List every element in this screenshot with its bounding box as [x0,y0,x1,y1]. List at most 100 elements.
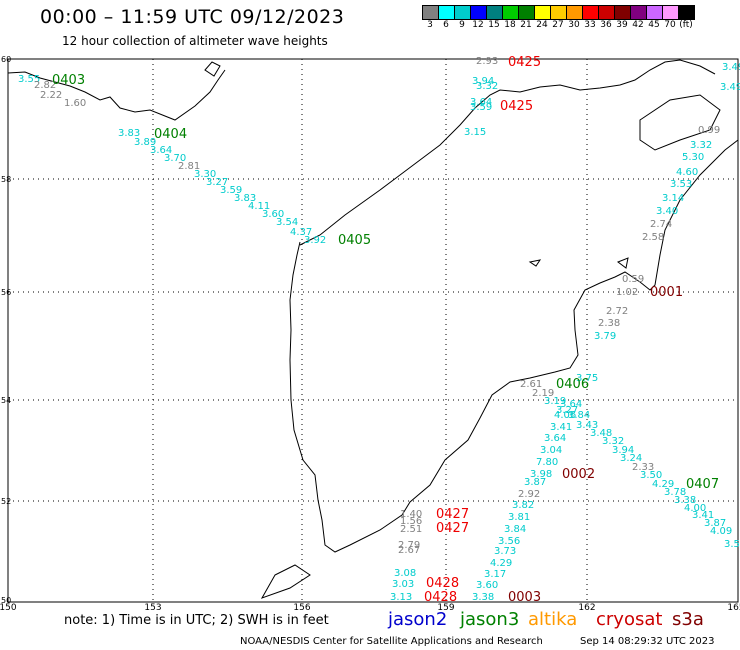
orbit-pass-label: 0425 [500,99,533,114]
wave-height-value: 3.56 [498,536,520,547]
wave-height-value: 3.75 [576,373,598,384]
wave-height-value: 4.00 [684,503,706,514]
orbit-pass-label: 0428 [426,576,459,591]
legend-s3a: s3a [672,609,704,630]
lon-tick-label: 162 [578,603,595,610]
legend-jason3: jason3 [460,609,520,630]
orbit-pass-label: 0404 [154,127,187,142]
wave-height-value: 0.99 [698,125,720,136]
island-small-2 [528,259,542,267]
wave-height-value: 3.27 [556,405,578,416]
color-swatch [678,5,695,20]
color-scale-label: 21 [520,20,532,30]
wave-height-value: 0.59 [622,274,644,285]
coastline-okhotsk-north [299,59,716,246]
color-scale-label: 9 [459,20,465,30]
wave-height-value: 3.04 [540,445,562,456]
footer-credit: NOAA/NESDIS Center for Satellite Applica… [240,636,543,647]
wave-height-value: 3.48 [590,428,612,439]
wave-height-value: 3.08 [394,568,416,579]
wave-height-value: 2.82 [34,80,56,91]
wave-height-value: 2.92 [518,489,540,500]
lat-tick-label: 56 [1,288,11,297]
coastline-kamchatka [289,139,739,553]
coastline [7,59,739,599]
color-scale-label: 30 [568,20,580,30]
wave-height-value: 3.83 [118,128,140,139]
wave-height-value: 4.11 [248,201,270,212]
island-kurile [260,564,311,599]
wave-height-value: 3.64 [470,97,492,108]
wave-height-value: 2.51 [400,524,422,535]
wave-height-value: 3.38 [472,592,494,603]
wave-height-value: 3.73 [494,546,516,557]
lat-tick-label: 50 [1,596,11,605]
wave-height-value: 3.49 [720,82,740,93]
map-frame [7,58,739,603]
wave-height-value: 3.83 [234,193,256,204]
orbit-pass-label: 0428 [424,590,457,605]
wave-height-values: 3.552.822.221.603.833.893.643.702.813.30… [18,56,740,603]
page-subtitle: 12 hour collection of altimeter wave hei… [62,34,328,48]
wave-height-value: 3.27 [206,177,228,188]
wave-height-value: 3.59 [470,102,492,113]
wave-height-value: 3.43 [576,420,598,431]
color-scale-label: 18 [504,20,516,30]
wave-height-value: 3.98 [530,469,552,480]
wave-height-value: 2.93 [476,56,498,67]
wave-height-value: 3.84 [568,410,590,421]
legend-cryosat: cryosat [596,609,663,630]
wave-height-value: 3.70 [164,153,186,164]
wave-height-value: 5.30 [682,152,704,163]
orbit-pass-label: 0403 [52,73,85,88]
wave-height-value: 3.92 [304,235,326,246]
orbit-pass-label: 0405 [338,233,371,248]
wave-height-value: 3.41 [550,422,572,433]
wave-height-value: 2.38 [598,318,620,329]
wave-height-value: 3.30 [194,169,216,180]
lat-tick-label: 52 [1,497,11,506]
lon-tick-label: 159 [437,603,454,610]
wave-height-value: 1.60 [64,98,86,109]
wave-height-value: 3.15 [464,127,486,138]
wave-height-value: 3.53 [670,179,692,190]
island-small-1 [616,257,629,269]
wave-height-value: 3.40 [656,206,678,217]
wave-height-value: 3.13 [390,592,412,603]
map-grid [8,59,738,602]
color-scale-label: 36 [600,20,612,30]
altimeter-map: 605856545250150153156159162165 3.552.822… [0,55,740,610]
wave-height-value: 3.41 [692,510,714,521]
color-scale-label: 45 [648,20,660,30]
color-scale-label: 27 [552,20,564,30]
wave-height-value: 3.59 [220,185,242,196]
color-scale-label: 12 [472,20,484,30]
lon-tick-label: 165 [727,603,740,610]
wave-height-value: 4.29 [652,479,674,490]
footer-timestamp: Sep 14 08:29:32 UTC 2023 [580,636,715,647]
land-kamchatka-east [639,94,721,151]
orbit-pass-label: 0002 [562,467,595,482]
wave-height-value: 4.60 [676,167,698,178]
color-scale-label: 3 [427,20,433,30]
wave-height-value: 7.80 [536,457,558,468]
wave-height-value: 3.32 [602,436,624,447]
wave-height-value: 3.17 [484,569,506,580]
wave-height-value: 2.33 [632,462,654,473]
wave-height-value: 3.64 [150,145,172,156]
orbit-pass-label: 0406 [556,377,589,392]
wave-height-value: 2.67 [398,545,420,556]
color-scale-label: (ft) [679,20,693,30]
lon-tick-label: 156 [293,603,310,610]
lon-tick-label: 153 [144,603,161,610]
wave-height-value: 3.32 [690,140,712,151]
orbit-pass-label: 0427 [436,507,469,522]
orbit-pass-label: 0003 [508,590,541,605]
wave-height-value: 2.81 [178,161,200,172]
wave-height-value: 3.32 [476,81,498,92]
wave-height-value: 3.89 [134,137,156,148]
coastline-taui [7,69,226,121]
wave-height-value: 1.02 [616,287,638,298]
wave-height-value: 3.03 [392,579,414,590]
